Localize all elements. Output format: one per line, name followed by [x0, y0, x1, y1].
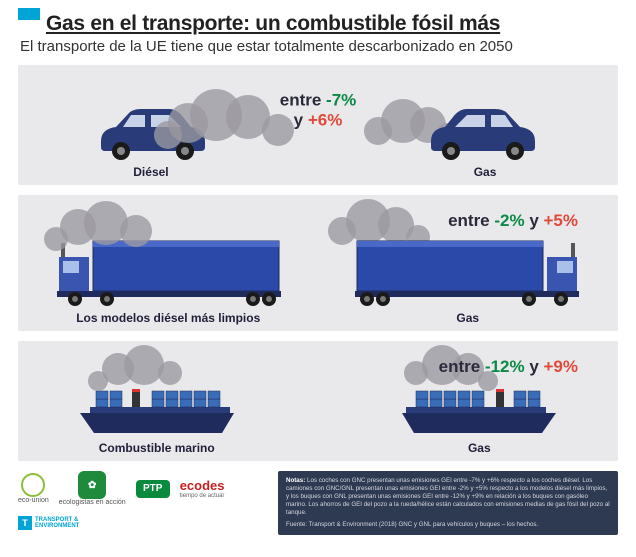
row-cars: Diésel entre -7% y +6% Gas: [18, 65, 618, 185]
label-truck-diesel: Los modelos diésel más limpios: [76, 311, 260, 325]
logo-ecodes: ecodes tiempo de actuar: [180, 478, 225, 499]
logo-ecounion: eco-union: [18, 473, 49, 504]
row-trucks: entre -2% y +5% Los modelos diésel más l…: [18, 195, 618, 331]
label-truck-gas: Gas: [456, 311, 479, 325]
range-cars: entre -7% y +6%: [280, 90, 357, 131]
smoke-icon: [36, 197, 166, 257]
label-diesel: Diésel: [133, 165, 168, 179]
accent-bar: [18, 8, 40, 20]
source-line: Fuente: Transport & Environment (2018) G…: [286, 521, 610, 529]
ship-icon: [394, 367, 564, 437]
logo-te: T TRANSPORT & ENVIRONMENT: [18, 516, 79, 530]
truck-icon: [353, 223, 583, 307]
truck-gas: Gas: [330, 223, 606, 325]
logo-ptp: PTP: [136, 480, 170, 498]
footer: eco-union ✿ ecologistas en acción PTP ec…: [18, 471, 618, 535]
row-ships: entre -12% y +9% Combustible marino: [18, 341, 618, 461]
label-ship-gas: Gas: [468, 441, 491, 455]
page-title: Gas en el transporte: un combustible fós…: [46, 12, 500, 36]
car-icon: [425, 101, 545, 161]
header: Gas en el transporte: un combustible fós…: [18, 12, 618, 36]
logo-row: eco-union ✿ ecologistas en acción PTP ec…: [18, 471, 270, 530]
ship-gas: Gas: [353, 367, 606, 455]
smoke-icon: [78, 341, 188, 395]
notes-box: Notas: Los coches con GNC presentan unas…: [278, 471, 618, 535]
label-gas: Gas: [474, 165, 497, 179]
page-subtitle: El transporte de la UE tiene que estar t…: [20, 38, 618, 55]
label-ship-marine: Combustible marino: [99, 441, 215, 455]
logo-ecologistas: ✿ ecologistas en acción: [59, 471, 126, 506]
